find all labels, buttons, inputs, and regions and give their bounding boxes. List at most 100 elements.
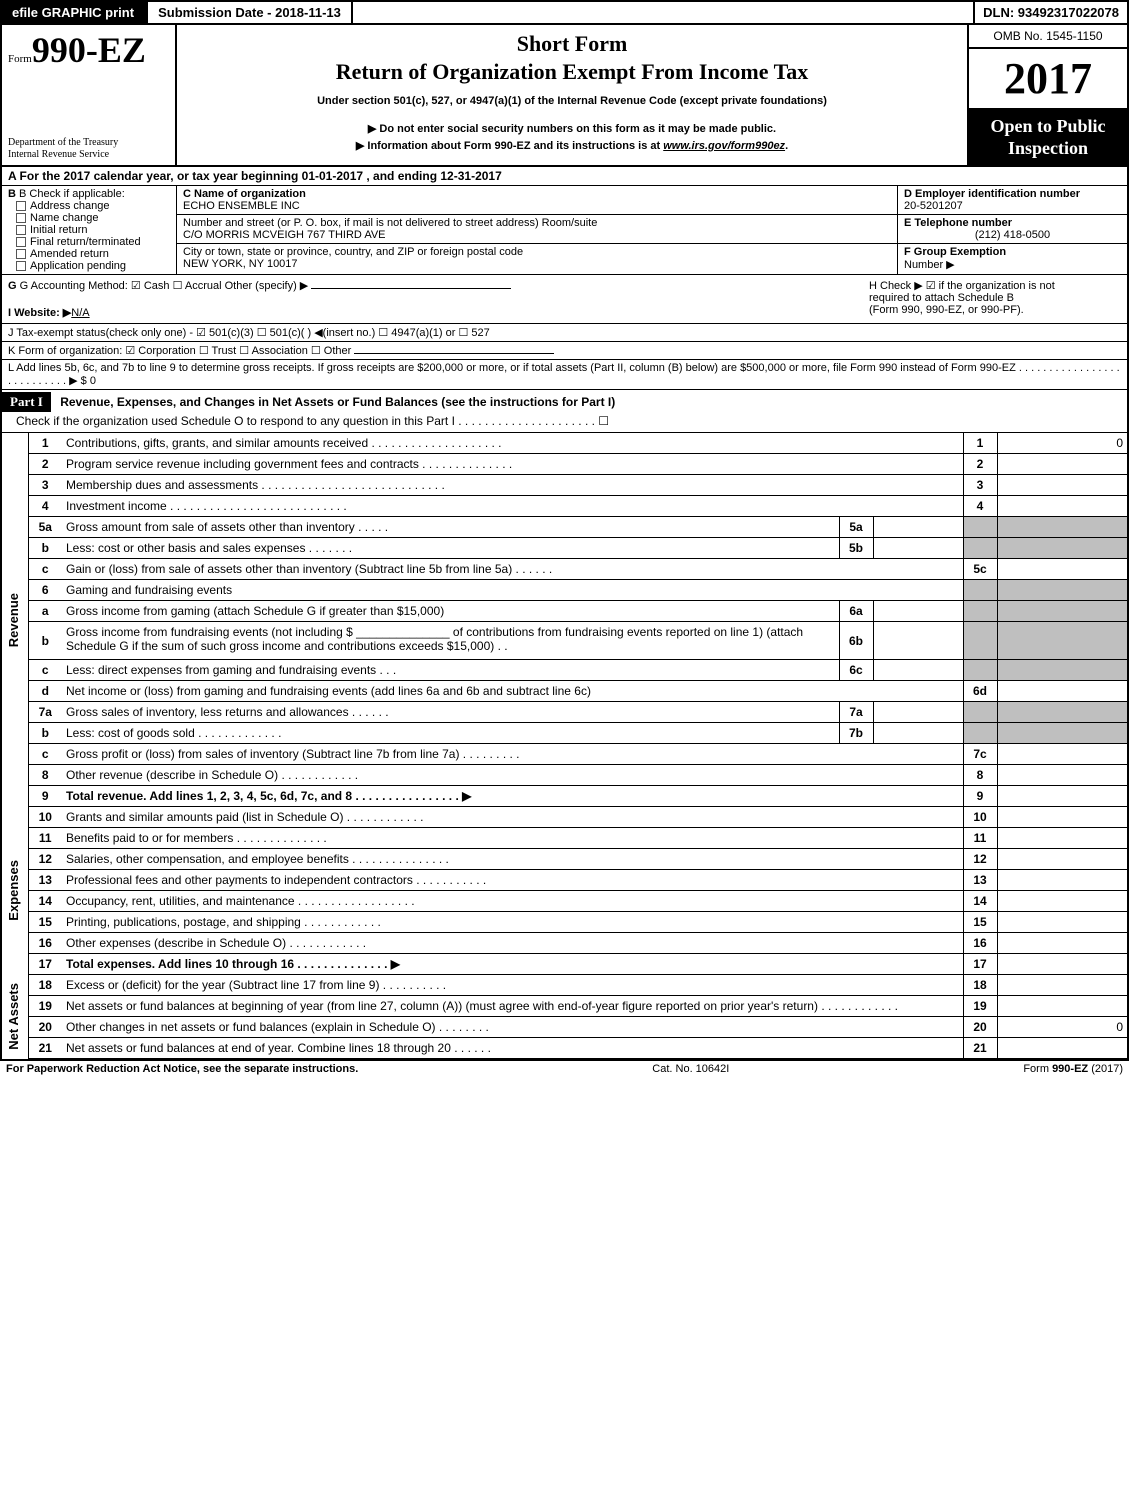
form-body: A For the 2017 calendar year, or tax yea… bbox=[0, 167, 1129, 1061]
website-value: N/A bbox=[71, 307, 89, 319]
line-12: 12Salaries, other compensation, and empl… bbox=[2, 849, 1127, 870]
open-public-2: Inspection bbox=[971, 138, 1125, 160]
other-org-input[interactable] bbox=[354, 353, 554, 354]
line-i: I Website: ▶N/A bbox=[8, 306, 861, 319]
checkbox-icon bbox=[16, 213, 26, 223]
shade-cell bbox=[997, 580, 1127, 601]
mini-ref: 6c bbox=[839, 660, 873, 681]
expenses-side-label: Expenses bbox=[2, 807, 28, 975]
line-ref: 1 bbox=[963, 433, 997, 454]
line-desc: Salaries, other compensation, and employ… bbox=[62, 849, 963, 870]
phone-label: E Telephone number bbox=[904, 217, 1121, 229]
instructions-link[interactable]: www.irs.gov/form990ez bbox=[663, 140, 785, 152]
dept-line1: Department of the Treasury bbox=[8, 137, 169, 149]
line-num: 1 bbox=[28, 433, 62, 454]
line-9-bold: Total revenue. Add lines 1, 2, 3, 4, 5c,… bbox=[66, 789, 471, 803]
chk-name-change[interactable]: Name change bbox=[8, 212, 170, 224]
col-c: C Name of organization ECHO ENSEMBLE INC… bbox=[177, 186, 897, 274]
line-ref: 12 bbox=[963, 849, 997, 870]
line-desc: Gross income from fundraising events (no… bbox=[62, 622, 839, 660]
shade-cell bbox=[963, 723, 997, 744]
org-name-block: C Name of organization ECHO ENSEMBLE INC bbox=[177, 186, 897, 215]
line-desc: Other changes in net assets or fund bala… bbox=[62, 1017, 963, 1038]
form-word: Form bbox=[8, 53, 32, 65]
line-ref: 18 bbox=[963, 975, 997, 996]
line-desc: Program service revenue including govern… bbox=[62, 454, 963, 475]
line-6a: aGross income from gaming (attach Schedu… bbox=[2, 601, 1127, 622]
shade-cell bbox=[963, 660, 997, 681]
col-b-title: B B Check if applicable: bbox=[8, 188, 170, 200]
line-num: a bbox=[28, 601, 62, 622]
other-specify-input[interactable] bbox=[311, 288, 511, 289]
line-val bbox=[997, 870, 1127, 891]
revenue-vlabel: Revenue bbox=[6, 593, 21, 647]
line-num: 16 bbox=[28, 933, 62, 954]
line-ref: 8 bbox=[963, 765, 997, 786]
line-19: 19Net assets or fund balances at beginni… bbox=[2, 996, 1127, 1017]
efile-print-button[interactable]: efile GRAPHIC print bbox=[0, 0, 146, 25]
chk-address-change[interactable]: Address change bbox=[8, 200, 170, 212]
street-block: Number and street (or P. O. box, if mail… bbox=[177, 215, 897, 244]
line-6b: bGross income from fundraising events (n… bbox=[2, 622, 1127, 660]
ein-label: D Employer identification number bbox=[904, 188, 1121, 200]
line-8: 8Other revenue (describe in Schedule O) … bbox=[2, 765, 1127, 786]
part-1-title: Revenue, Expenses, and Changes in Net As… bbox=[54, 393, 621, 411]
open-public-1: Open to Public bbox=[971, 116, 1125, 138]
line-num: 12 bbox=[28, 849, 62, 870]
chk-amended-return[interactable]: Amended return bbox=[8, 248, 170, 260]
line-desc: Contributions, gifts, grants, and simila… bbox=[62, 433, 963, 454]
phone-value: (212) 418-0500 bbox=[904, 229, 1121, 241]
footer-mid: Cat. No. 10642I bbox=[652, 1063, 729, 1075]
chk-label: Initial return bbox=[30, 224, 87, 236]
line-ref: 10 bbox=[963, 807, 997, 828]
line-num: 8 bbox=[28, 765, 62, 786]
line-desc: Membership dues and assessments . . . . … bbox=[62, 475, 963, 496]
line-num: 13 bbox=[28, 870, 62, 891]
notice-2-post: . bbox=[785, 140, 788, 152]
line-ref: 14 bbox=[963, 891, 997, 912]
line-num: 3 bbox=[28, 475, 62, 496]
mini-ref: 5a bbox=[839, 517, 873, 538]
line-ref: 16 bbox=[963, 933, 997, 954]
line-desc: Gross amount from sale of assets other t… bbox=[62, 517, 839, 538]
line-desc: Less: cost of goods sold . . . . . . . .… bbox=[62, 723, 839, 744]
line-desc: Total revenue. Add lines 1, 2, 3, 4, 5c,… bbox=[62, 786, 963, 807]
line-ref: 21 bbox=[963, 1038, 997, 1059]
chk-application-pending[interactable]: Application pending bbox=[8, 260, 170, 272]
open-to-public: Open to Public Inspection bbox=[969, 110, 1127, 165]
line-2: 2Program service revenue including gover… bbox=[2, 454, 1127, 475]
line-desc: Gross income from gaming (attach Schedul… bbox=[62, 601, 839, 622]
revenue-side-label: Revenue bbox=[2, 433, 28, 807]
line-desc: Occupancy, rent, utilities, and maintena… bbox=[62, 891, 963, 912]
gh-left: G G Accounting Method: ☑ Cash ☐ Accrual … bbox=[8, 279, 861, 319]
line-15: 15Printing, publications, postage, and s… bbox=[2, 912, 1127, 933]
line-ref: 5c bbox=[963, 559, 997, 580]
line-val bbox=[997, 454, 1127, 475]
line-ref: 13 bbox=[963, 870, 997, 891]
line-4: 4Investment income . . . . . . . . . . .… bbox=[2, 496, 1127, 517]
line-3: 3Membership dues and assessments . . . .… bbox=[2, 475, 1127, 496]
line-val bbox=[997, 891, 1127, 912]
footer-right: Form 990-EZ (2017) bbox=[1023, 1063, 1123, 1075]
line-21: 21Net assets or fund balances at end of … bbox=[2, 1038, 1127, 1059]
line-g-text: G Accounting Method: ☑ Cash ☐ Accrual Ot… bbox=[20, 280, 309, 292]
mini-ref: 7a bbox=[839, 702, 873, 723]
form-number: Form990-EZ bbox=[8, 29, 169, 71]
chk-label: Application pending bbox=[30, 260, 126, 272]
line-17-bold: Total expenses. Add lines 10 through 16 … bbox=[66, 957, 400, 971]
line-ref: 15 bbox=[963, 912, 997, 933]
mini-val bbox=[873, 601, 963, 622]
line-5a: 5aGross amount from sale of assets other… bbox=[2, 517, 1127, 538]
shade-cell bbox=[963, 580, 997, 601]
mini-val bbox=[873, 660, 963, 681]
department-label: Department of the Treasury Internal Reve… bbox=[8, 137, 169, 161]
checkbox-icon bbox=[16, 237, 26, 247]
line-val bbox=[997, 807, 1127, 828]
chk-initial-return[interactable]: Initial return bbox=[8, 224, 170, 236]
chk-final-return[interactable]: Final return/terminated bbox=[8, 236, 170, 248]
line-16: 16Other expenses (describe in Schedule O… bbox=[2, 933, 1127, 954]
line-num: 10 bbox=[28, 807, 62, 828]
mini-ref: 6a bbox=[839, 601, 873, 622]
checkbox-icon bbox=[16, 249, 26, 259]
line-5c: cGain or (loss) from sale of assets othe… bbox=[2, 559, 1127, 580]
